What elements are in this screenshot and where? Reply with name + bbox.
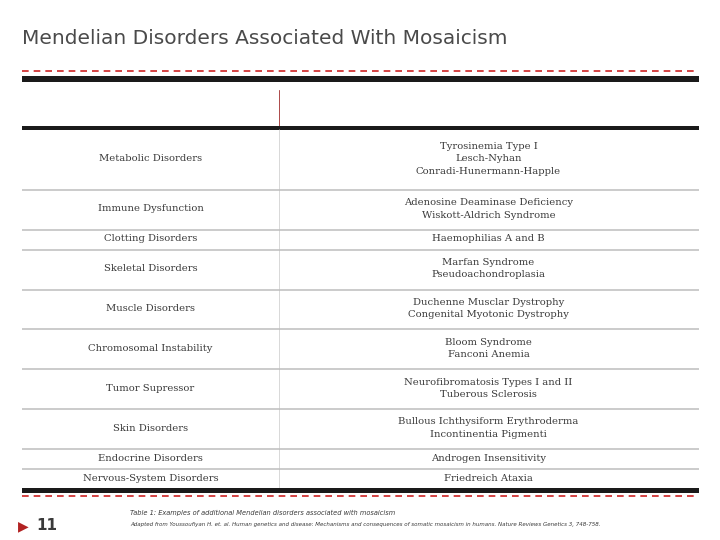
Text: Classification: Classification (109, 103, 192, 113)
Text: Endocrine Disorders: Endocrine Disorders (98, 454, 203, 463)
Text: Haemophilias A and B: Haemophilias A and B (432, 234, 545, 243)
Text: Bullous Ichthysiform Erythroderma
Incontinentia Pigmenti: Bullous Ichthysiform Erythroderma Incont… (398, 417, 579, 439)
Text: Muscle Disorders: Muscle Disorders (106, 304, 195, 313)
Text: Immune Dysfunction: Immune Dysfunction (97, 204, 203, 213)
Text: Nervous-System Disorders: Nervous-System Disorders (83, 474, 218, 483)
Text: 11: 11 (36, 518, 57, 534)
Text: Clotting Disorders: Clotting Disorders (104, 234, 197, 243)
Text: Bloom Syndrome
Fanconi Anemia: Bloom Syndrome Fanconi Anemia (445, 338, 532, 359)
Text: Chromosomal Instability: Chromosomal Instability (89, 344, 212, 353)
Text: Disorder: Disorder (462, 103, 516, 113)
Text: Androgen Insensitivity: Androgen Insensitivity (431, 454, 546, 463)
Text: Table 1: Examples of additional Mendelian disorders associated with mosaicism: Table 1: Examples of additional Mendelia… (130, 510, 395, 516)
Text: Tumor Supressor: Tumor Supressor (107, 384, 194, 393)
Text: Friedreich Ataxia: Friedreich Ataxia (444, 474, 533, 483)
Text: Duchenne Musclar Dystrophy
Congenital Myotonic Dystrophy: Duchenne Musclar Dystrophy Congenital My… (408, 298, 569, 319)
Text: Metabolic Disorders: Metabolic Disorders (99, 154, 202, 164)
Text: Skin Disorders: Skin Disorders (113, 424, 188, 433)
Text: Marfan Syndrome
Pseudoachondroplasia: Marfan Syndrome Pseudoachondroplasia (431, 258, 546, 279)
Text: Neurofibromatosis Types I and II
Tuberous Sclerosis: Neurofibromatosis Types I and II Tuberou… (405, 377, 572, 399)
Text: ▶: ▶ (18, 519, 29, 533)
Text: Mendelian Disorders Associated With Mosaicism: Mendelian Disorders Associated With Mosa… (22, 29, 508, 48)
Text: Tyrosinemia Type I
Lesch-Nyhan
Conradi-Hunermann-Happle: Tyrosinemia Type I Lesch-Nyhan Conradi-H… (416, 142, 561, 176)
Text: Adapted from Youssoufiyan H. et. al. Human genetics and disease: Mechanisms and : Adapted from Youssoufiyan H. et. al. Hum… (130, 522, 600, 527)
Text: Skeletal Disorders: Skeletal Disorders (104, 264, 197, 273)
Text: Adenosine Deaminase Deficiency
Wiskott-Aldrich Syndrome: Adenosine Deaminase Deficiency Wiskott-A… (404, 198, 573, 220)
